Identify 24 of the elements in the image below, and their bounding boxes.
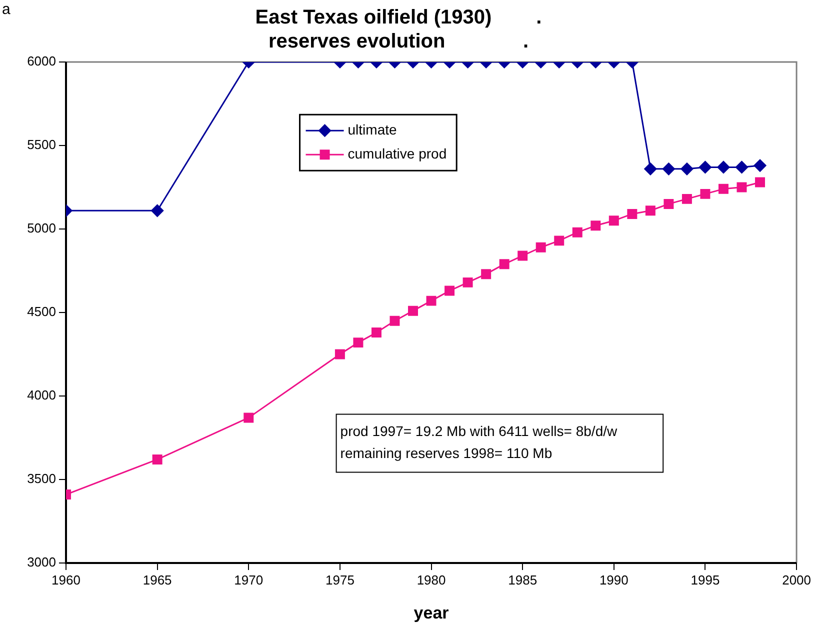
legend-label: cumulative prod — [348, 145, 447, 162]
y-tick-label: 3500 — [27, 471, 56, 486]
y-tick-label: 4000 — [27, 388, 56, 403]
y-tick-label: 4500 — [27, 304, 56, 320]
x-tick-label: 1970 — [234, 572, 264, 588]
y-tick-label: 5000 — [27, 220, 56, 236]
y-tick-label: 6000 — [27, 54, 56, 69]
text: a — [2, 1, 11, 18]
y-tick-label: 3000 — [27, 554, 56, 570]
text: reserves evolution . — [268, 30, 529, 53]
legend-label: ultimate — [348, 121, 398, 138]
x-tick-label: 1990 — [599, 572, 628, 588]
x-tick-label: 1980 — [416, 572, 446, 588]
annotation: remaining reserves 1998= 110 Mb — [340, 445, 552, 462]
annotation: prod 1997= 19.2 Mb with 6411 wells= 8b/d/w — [340, 423, 618, 440]
y-tick-label: 5500 — [27, 137, 56, 152]
x-tick-label: 1965 — [142, 572, 172, 588]
x-tick-label: 1995 — [690, 572, 720, 588]
x-tick-label: 2000 — [782, 572, 811, 588]
x-tick-label: 1960 — [52, 572, 80, 588]
x-tick-label: 1975 — [325, 572, 354, 588]
x-tick-label: 1985 — [508, 572, 538, 588]
text: East Texas oilfield (1930) . — [255, 6, 542, 29]
x-axis-title: year — [414, 603, 450, 622]
